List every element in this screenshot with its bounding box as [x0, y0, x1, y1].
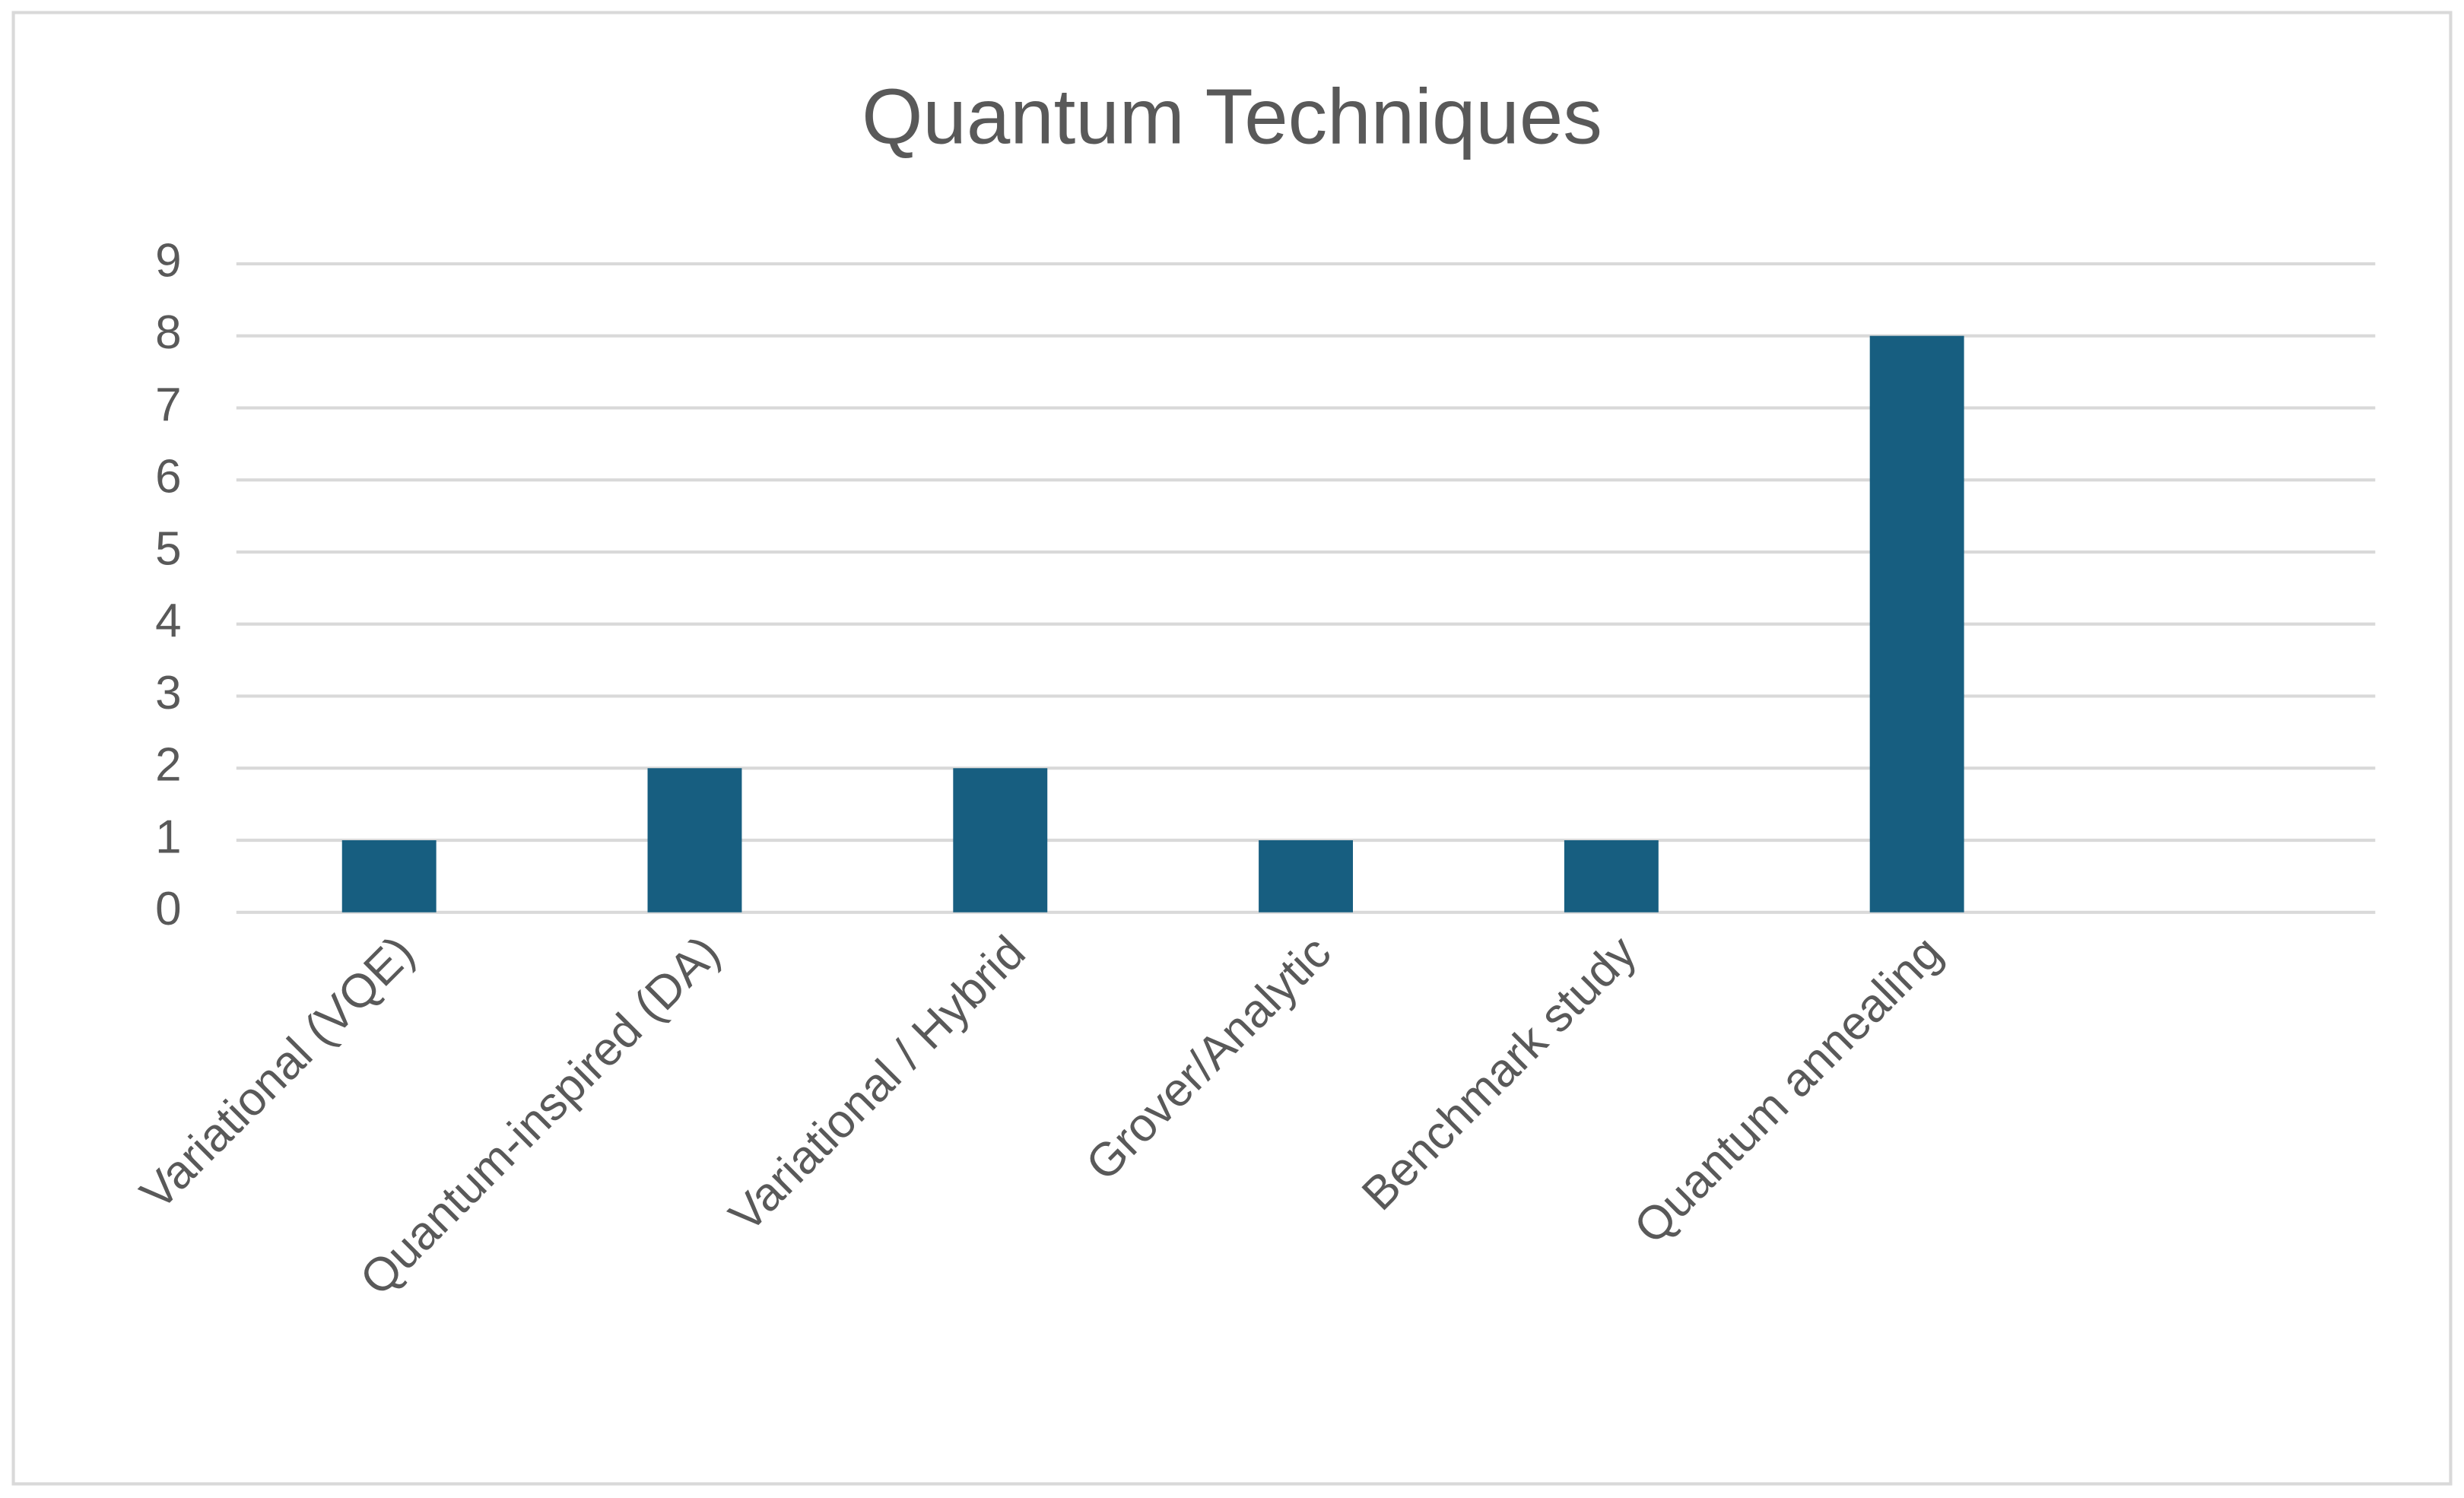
- chart-border: [11, 11, 2453, 1486]
- bar: [647, 768, 742, 912]
- y-tick-label: 2: [155, 739, 181, 792]
- bar: [1564, 839, 1659, 912]
- y-tick-label: 9: [155, 234, 181, 287]
- y-tick-label: 6: [155, 451, 181, 503]
- y-tick-label: 5: [155, 522, 181, 575]
- y-tick-label: 0: [155, 883, 181, 935]
- bar: [341, 839, 437, 912]
- y-tick-label: 8: [155, 306, 181, 359]
- y-tick-label: 3: [155, 667, 181, 719]
- chart-title: Quantum Techniques: [862, 72, 1602, 160]
- y-tick-label: 7: [155, 379, 181, 431]
- bar: [1259, 839, 1354, 912]
- y-tick-label: 4: [155, 595, 181, 647]
- bar: [1869, 335, 1964, 912]
- y-tick-label: 1: [155, 811, 181, 863]
- bar: [953, 768, 1048, 912]
